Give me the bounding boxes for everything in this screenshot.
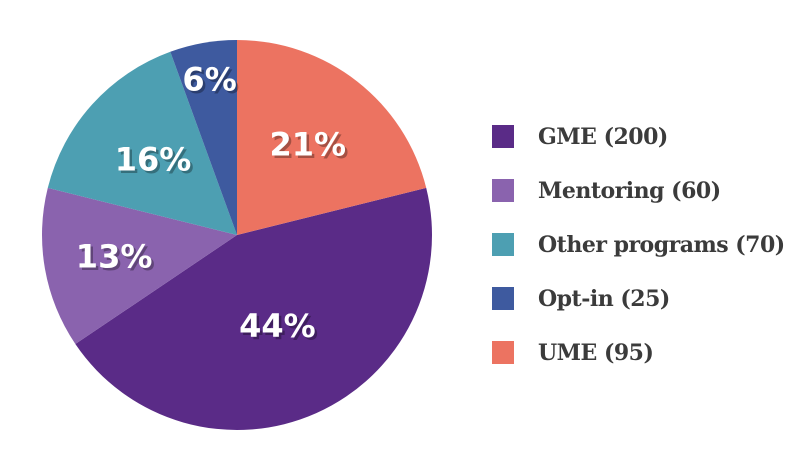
legend-swatch-opt-in xyxy=(492,287,514,310)
legend-swatch-other-programs xyxy=(492,233,514,256)
pct-label-mentoring-shadow: 13% xyxy=(78,240,155,278)
legend-item-mentoring: Mentoring (60) xyxy=(492,177,785,204)
legend-label-opt-in: Opt-in (25) xyxy=(538,285,670,312)
pie-chart: 44%44%13%13%16%16%6%6%21%21% xyxy=(42,40,432,430)
pct-label-other-programs-shadow: 16% xyxy=(117,143,194,181)
pct-label-ume: 21% xyxy=(270,125,347,163)
legend-label-mentoring: Mentoring (60) xyxy=(538,177,721,204)
legend-swatch-ume xyxy=(492,341,514,364)
legend: GME (200) Mentoring (60) Other programs (7… xyxy=(492,123,785,395)
pie-slice-ume xyxy=(237,40,427,235)
pie-slice-opt-in xyxy=(170,40,237,235)
legend-item-other-programs: Other programs (70) xyxy=(492,231,785,258)
pct-label-mentoring: 13% xyxy=(76,238,153,276)
pct-label-gme-shadow: 44% xyxy=(242,309,319,347)
pct-label-ume-shadow: 21% xyxy=(272,128,349,166)
pct-label-opt-in-shadow: 6% xyxy=(185,63,239,101)
legend-item-ume: UME (95) xyxy=(492,339,785,366)
legend-label-ume: UME (95) xyxy=(538,339,654,366)
pie-slice-gme xyxy=(75,187,432,430)
pct-label-gme: 44% xyxy=(239,307,316,345)
legend-swatch-gme xyxy=(492,125,514,148)
pct-label-opt-in: 6% xyxy=(182,60,236,98)
legend-item-gme: GME (200) xyxy=(492,123,785,150)
pie-slice-mentoring xyxy=(42,187,237,345)
pct-label-other-programs: 16% xyxy=(115,140,192,178)
legend-swatch-mentoring xyxy=(492,179,514,202)
legend-label-other-programs: Other programs (70) xyxy=(538,231,785,258)
legend-item-opt-in: Opt-in (25) xyxy=(492,285,785,312)
pie-slice-other-programs xyxy=(47,51,237,236)
legend-label-gme: GME (200) xyxy=(538,123,668,150)
